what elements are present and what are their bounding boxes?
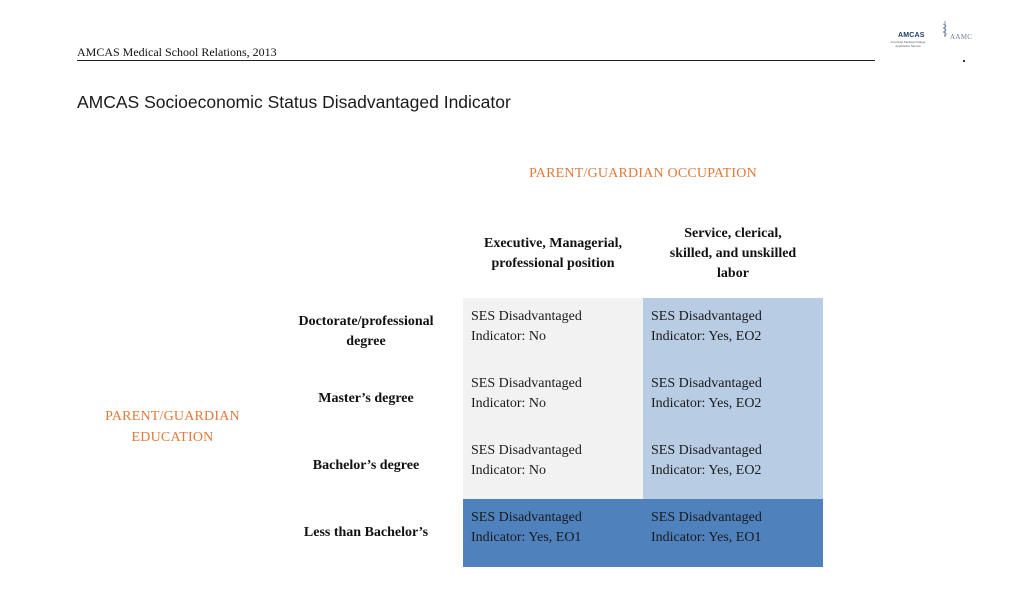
matrix-cell-doctorate-executive: SES Disadvantaged Indicator: No [463,298,643,365]
row-header-line: Master’s degree [318,390,414,406]
matrix-cell-less-than-bachelors-service: SES Disadvantaged Indicator: Yes, EO1 [643,499,823,567]
cell-line: Indicator: Yes, EO2 [651,329,762,344]
cell-line: Indicator: No [471,329,547,344]
matrix-cell-bachelors-executive: SES Disadvantaged Indicator: No [463,432,643,499]
cell-line: Indicator: Yes, EO2 [651,463,762,478]
matrix-cell-masters-executive: SES Disadvantaged Indicator: No [463,365,643,432]
page-title: AMCAS Socioeconomic Status Disadvantaged… [77,92,511,112]
column-header-line: skilled, and unskilled [669,246,797,261]
amcas-aamc-logo: AMCAS American Medical College Applicati… [880,18,990,60]
cell-line: SES Disadvantaged [471,510,582,525]
header-divider [77,60,875,61]
column-header-line: labor [717,266,749,281]
cell-line: Indicator: No [471,463,547,478]
column-header-line: Service, clerical, [684,226,782,241]
header-text: AMCAS Medical School Relations, 2013 [77,45,277,59]
logo-aamc-text: AAMC [950,33,973,41]
row-header-line: Bachelor’s degree [312,457,420,473]
cell-line: Indicator: Yes, EO1 [651,530,762,545]
decorative-dot [963,60,965,62]
cell-line: SES Disadvantaged [651,443,762,458]
cell-line: SES Disadvantaged [651,376,762,391]
cell-line: Indicator: Yes, EO2 [651,396,762,411]
logo-subtitle: American Medical College Application Ser… [890,40,926,48]
row-header-line: Doctorate/professional [298,313,434,329]
cell-line: SES Disadvantaged [471,309,582,324]
cell-line: Indicator: No [471,396,547,411]
cell-line: SES Disadvantaged [471,443,582,458]
matrix-cell-masters-service: SES Disadvantaged Indicator: Yes, EO2 [643,365,823,432]
column-header-executive: Executive, Managerial, professional posi… [463,210,643,298]
matrix-cell-bachelors-service: SES Disadvantaged Indicator: Yes, EO2 [643,432,823,499]
logo-amcas-text: AMCAS [898,32,925,39]
row-header-doctorate: Doctorate/professional degree [280,298,452,365]
column-header-line: Executive, Managerial, [483,236,623,251]
staff-of-asclepius-icon [942,21,947,37]
row-header-line: Less than Bachelor’s [303,525,429,540]
matrix-cell-doctorate-service: SES Disadvantaged Indicator: Yes, EO2 [643,298,823,365]
education-group-label-line1: PARENT/GUARDIAN [105,409,240,424]
education-group-label-line2: EDUCATION [131,430,214,445]
row-header-line: degree [346,333,386,349]
row-header-less-than-bachelors: Less than Bachelor’s [280,499,452,567]
cell-line: SES Disadvantaged [471,376,582,391]
column-header-service: Service, clerical, skilled, and unskille… [643,210,823,298]
cell-line: SES Disadvantaged [651,510,762,525]
row-header-masters: Master’s degree [280,365,452,432]
education-group-label: PARENT/GUARDIAN EDUCATION [80,406,265,448]
cell-line: Indicator: Yes, EO1 [471,530,582,545]
cell-line: SES Disadvantaged [651,309,762,324]
matrix-cell-less-than-bachelors-executive: SES Disadvantaged Indicator: Yes, EO1 [463,499,643,567]
occupation-group-label: PARENT/GUARDIAN OCCUPATION [529,166,757,181]
column-header-line: professional position [491,256,615,271]
row-header-bachelors: Bachelor’s degree [280,432,452,499]
